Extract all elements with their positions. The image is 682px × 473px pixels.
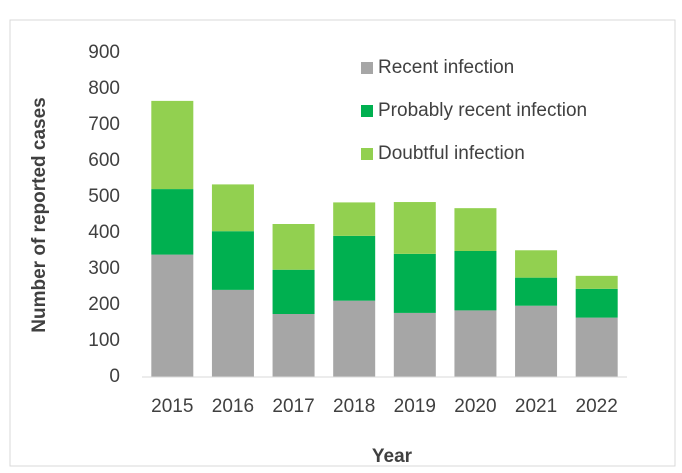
y-tick-label: 900 xyxy=(88,42,120,63)
legend-label: Doubtful infection xyxy=(378,143,525,164)
bar-segment xyxy=(393,253,436,313)
bar-segment xyxy=(515,250,558,278)
x-tick-label: 2022 xyxy=(576,396,618,417)
x-tick-label: 2016 xyxy=(212,396,254,417)
bar-segment xyxy=(333,202,376,236)
bar-segment xyxy=(151,100,194,190)
y-tick-label: 0 xyxy=(109,366,120,387)
y-tick-label: 200 xyxy=(88,294,120,315)
legend-label: Recent infection xyxy=(378,57,514,78)
bar-segment xyxy=(393,202,436,254)
y-tick-label: 100 xyxy=(88,330,120,351)
bar-segment xyxy=(515,305,558,377)
bar-segment xyxy=(333,235,376,301)
bar-segment xyxy=(454,208,497,251)
legend-swatch xyxy=(361,62,373,74)
bar-segment xyxy=(393,312,436,377)
x-tick-label: 2018 xyxy=(333,396,375,417)
bar-segment xyxy=(151,254,194,377)
y-tick-label: 700 xyxy=(88,114,120,135)
bar-segment xyxy=(515,277,558,306)
x-axis-label: Year xyxy=(372,446,413,467)
bar-segment xyxy=(211,289,254,377)
x-tick-label: 2017 xyxy=(272,396,314,417)
x-tick-label: 2021 xyxy=(515,396,557,417)
bar-segment xyxy=(575,275,618,289)
legend-label: Probably recent infection xyxy=(378,100,587,121)
bar-segment xyxy=(151,189,194,255)
bar-segment xyxy=(454,251,497,311)
bar-segment xyxy=(211,184,254,232)
y-tick-label: 600 xyxy=(88,150,120,171)
bar-segment xyxy=(575,288,618,318)
y-axis-label: Number of reported cases xyxy=(29,97,50,332)
bar-segment xyxy=(272,269,315,314)
bar-segment xyxy=(272,314,315,377)
y-tick-label: 500 xyxy=(88,186,120,207)
legend-swatch xyxy=(361,105,373,117)
bar-segment xyxy=(333,300,376,377)
bar-segment xyxy=(454,310,497,377)
y-tick-label: 300 xyxy=(88,258,120,279)
y-tick-label: 400 xyxy=(88,222,120,243)
x-tick-label: 2020 xyxy=(454,396,496,417)
x-tick-label: 2019 xyxy=(394,396,436,417)
bar-segment xyxy=(211,231,254,290)
bar-segment xyxy=(575,317,618,377)
y-tick-label: 800 xyxy=(88,78,120,99)
legend-swatch xyxy=(361,148,373,160)
bar-segment xyxy=(272,224,315,270)
x-tick-label: 2015 xyxy=(151,396,193,417)
